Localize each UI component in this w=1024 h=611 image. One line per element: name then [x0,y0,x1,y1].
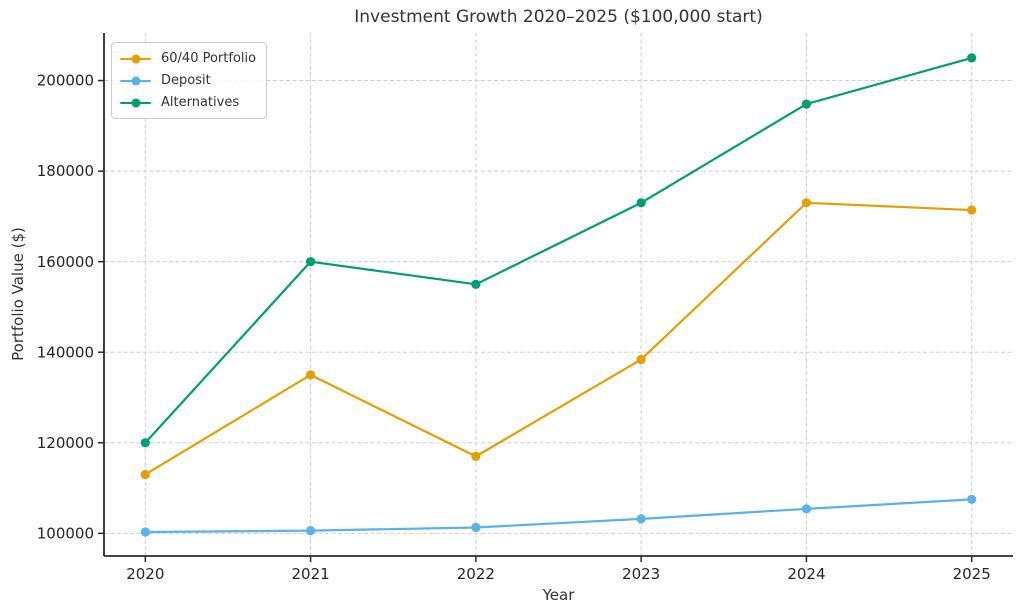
data-point-alternatives-2020 [140,438,150,448]
legend-label-60-40-portfolio: 60/40 Portfolio [161,51,257,66]
y-tick-label-120000: 120000 [37,434,94,452]
data-point-60-40-portfolio-2024 [801,198,812,208]
y-tick-label-160000: 160000 [37,253,94,271]
data-point-deposit-2024 [801,504,812,514]
data-point-alternatives-2021 [305,257,316,267]
x-tick-label-2025: 2025 [953,565,991,583]
data-point-60-40-portfolio-2025 [967,205,977,215]
chart-title: Investment Growth 2020–2025 ($100,000 st… [354,7,763,27]
data-point-60-40-portfolio-2020 [140,469,150,480]
series-line-alternatives [144,56,972,444]
y-tick-label-100000: 100000 [37,524,94,542]
legend-item-deposit: Deposit [120,72,256,89]
data-point-60-40-portfolio-2021 [305,370,316,380]
legend-marker-deposit [120,75,151,86]
legend-label-deposit: Deposit [161,73,211,88]
data-point-60-40-portfolio-2022 [471,451,481,461]
data-point-alternatives-2025 [967,53,977,63]
data-point-deposit-2025 [967,494,977,504]
x-tick-label-2020: 2020 [126,565,164,583]
x-axis-label: Year [542,586,575,604]
data-point-deposit-2021 [305,526,316,536]
data-point-deposit-2022 [471,522,481,533]
x-tick-label-2024: 2024 [787,565,825,583]
data-point-alternatives-2022 [471,279,481,289]
y-tick-label-200000: 200000 [37,72,94,90]
data-point-alternatives-2023 [636,198,646,208]
data-point-alternatives-2024 [801,99,812,109]
series-line-60-40-portfolio [144,201,972,476]
x-tick-label-2022: 2022 [457,565,495,583]
data-point-deposit-2020 [140,527,150,537]
legend-item-alternatives: Alternatives [120,94,256,111]
y-tick-label-140000: 140000 [37,343,94,361]
legend-marker-60-40-portfolio [120,53,151,64]
series-line-deposit [145,498,972,534]
data-point-deposit-2023 [636,514,646,524]
legend: 60/40 Portfolio Deposit Alternatives [111,42,267,119]
y-tick-label-180000: 180000 [37,162,94,180]
data-point-60-40-portfolio-2023 [636,354,646,365]
legend-marker-alternatives [120,97,151,108]
x-tick-label-2021: 2021 [291,565,329,583]
legend-item-60-40-portfolio: 60/40 Portfolio [120,50,256,67]
x-tick-label-2023: 2023 [622,565,660,583]
legend-label-alternatives: Alternatives [161,95,240,110]
